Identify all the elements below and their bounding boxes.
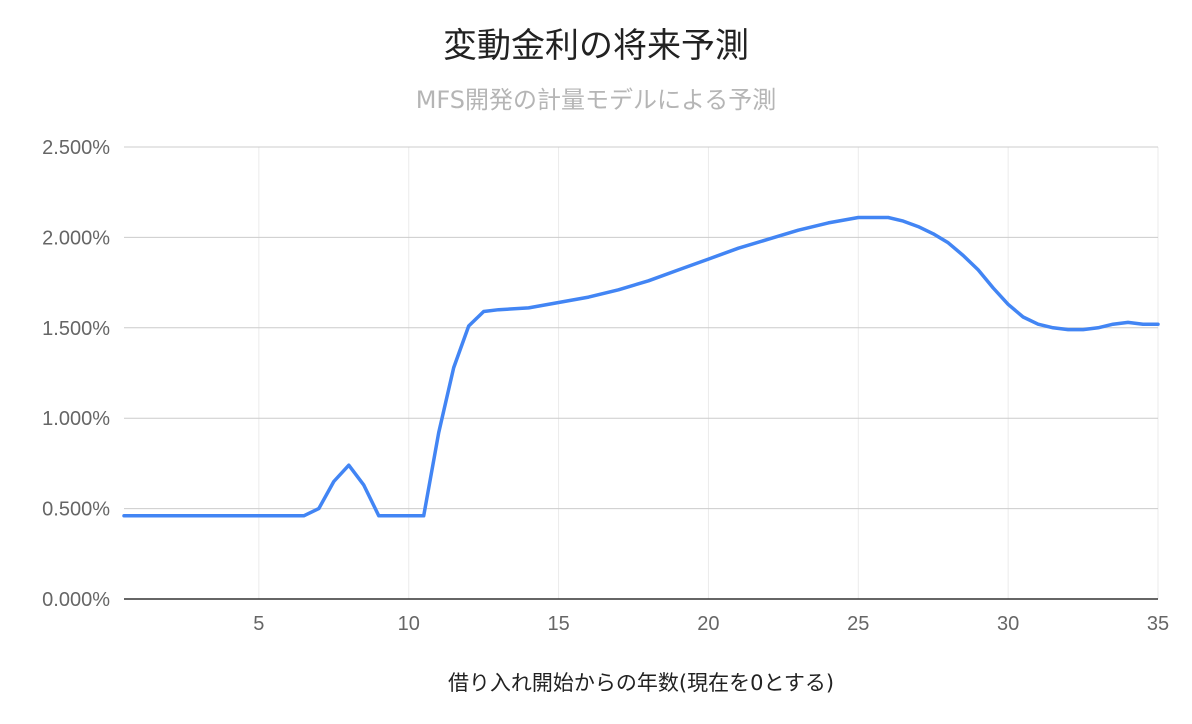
chart-subtitle: MFS開発の計量モデルによる予測: [415, 86, 777, 114]
x-tick-label: 25: [847, 613, 869, 635]
y-tick-label: 2.000%: [42, 227, 110, 249]
y-tick-label: 0.500%: [42, 499, 110, 521]
x-tick-label: 30: [997, 613, 1019, 635]
x-tick-label: 10: [398, 613, 420, 635]
x-tick-label: 20: [697, 613, 719, 635]
x-tick-label: 35: [1147, 613, 1169, 635]
y-tick-label: 1.500%: [42, 318, 110, 340]
series-group: [122, 215, 1160, 518]
y-tick-label: 1.000%: [42, 408, 110, 430]
x-tick-label: 15: [547, 613, 569, 635]
tick-labels: 0.000% 0.500% 1.000% 1.500% 2.000% 2.500% 5 10 1…: [42, 137, 1169, 635]
x-tick-label: 5: [253, 613, 264, 635]
gridlines: [124, 146, 1159, 599]
chart-title: 変動金利の将来予測: [443, 26, 749, 66]
y-tick-label: 2.500%: [42, 137, 110, 159]
y-tick-label: 0.000%: [42, 589, 110, 611]
x-axis-label: 借り入れ開始からの年数(現在を0とする): [448, 671, 834, 695]
series-line: [122, 215, 1160, 518]
